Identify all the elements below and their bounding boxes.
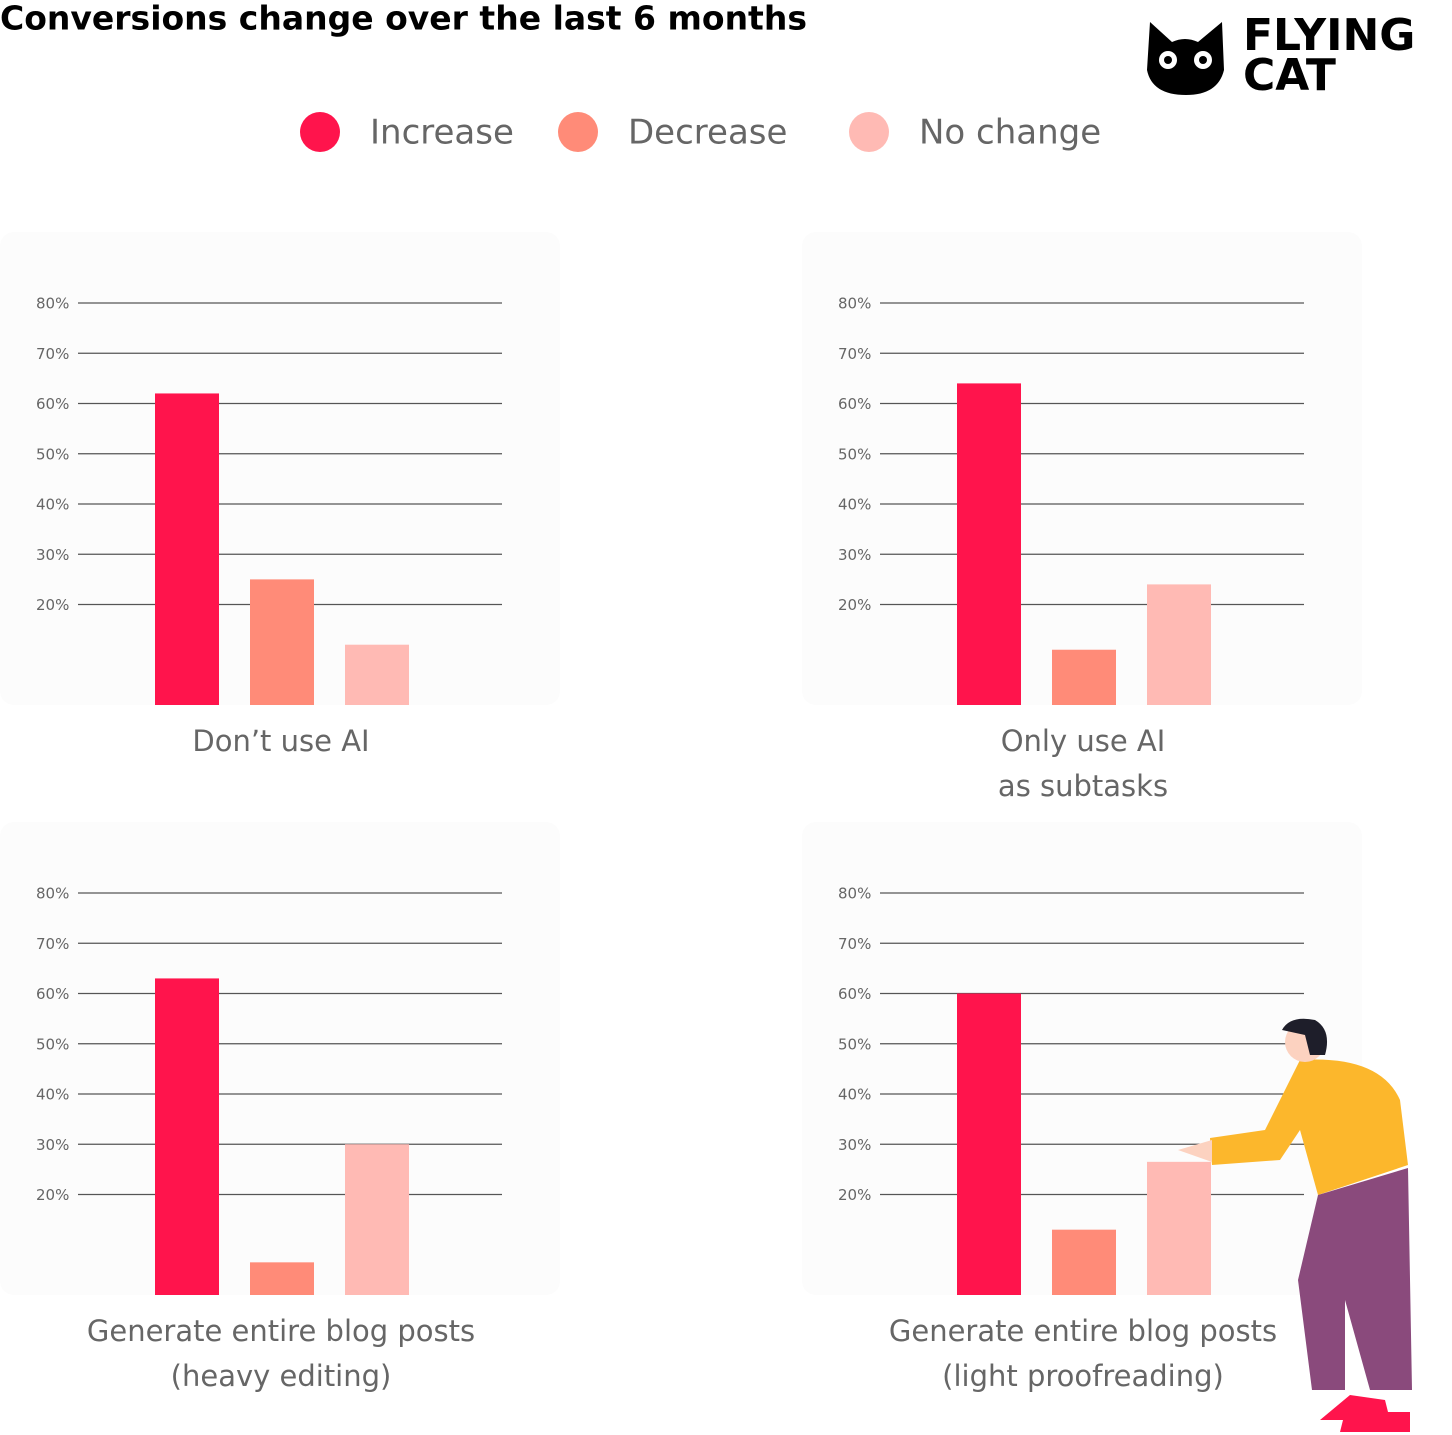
legend-swatch xyxy=(849,112,889,152)
logo-text: CAT xyxy=(1243,50,1336,101)
bar xyxy=(250,1262,314,1295)
legend-label: No change xyxy=(919,113,1101,153)
illustration xyxy=(1178,1018,1412,1432)
y-tick-label: 20% xyxy=(36,1186,69,1204)
y-tick-label: 20% xyxy=(838,1186,871,1204)
person-pants xyxy=(1298,1168,1412,1390)
y-tick-label: 30% xyxy=(36,1136,69,1154)
bar xyxy=(155,978,219,1295)
legend-label: Increase xyxy=(370,113,514,153)
logo: FLYING CAT xyxy=(1147,10,1415,101)
panel-title: Don’t use AI xyxy=(192,724,369,758)
y-tick-label: 80% xyxy=(36,885,69,903)
y-tick-label: 80% xyxy=(838,885,871,903)
legend-label: Decrease xyxy=(628,113,787,153)
legend-swatch xyxy=(558,112,598,152)
y-tick-label: 40% xyxy=(36,496,69,514)
logo-text: FLYING xyxy=(1243,10,1415,61)
y-tick-label: 60% xyxy=(36,985,69,1003)
person-hair xyxy=(1282,1018,1328,1055)
panel-background xyxy=(0,232,560,705)
y-tick-label: 50% xyxy=(838,445,871,463)
y-tick-label: 70% xyxy=(838,345,871,363)
y-tick-label: 80% xyxy=(838,295,871,313)
bar xyxy=(1147,584,1211,705)
panel-background xyxy=(802,232,1362,705)
y-tick-label: 20% xyxy=(838,596,871,614)
bar xyxy=(957,383,1021,705)
panel-background xyxy=(802,822,1362,1295)
panel-title: (heavy editing) xyxy=(171,1359,392,1393)
y-tick-label: 50% xyxy=(36,1035,69,1053)
bar xyxy=(1147,1161,1211,1295)
logo-cat xyxy=(1147,22,1224,95)
bar xyxy=(345,644,409,705)
y-tick-label: 30% xyxy=(838,1136,871,1154)
legend-swatch xyxy=(300,112,340,152)
y-tick-label: 40% xyxy=(838,496,871,514)
person-shirt xyxy=(1210,1059,1408,1195)
bar xyxy=(1052,1229,1116,1295)
bar xyxy=(155,393,219,705)
logo-pupil xyxy=(1199,56,1207,64)
y-tick-label: 70% xyxy=(36,935,69,953)
y-tick-label: 70% xyxy=(36,345,69,363)
panels: 20% 30% 40% 50% 60% 70% 80% Don’t use AI 20% 30% 4… xyxy=(0,232,1362,1393)
panel-title: Only use AI xyxy=(1001,724,1166,758)
y-tick-label: 30% xyxy=(36,546,69,564)
bar xyxy=(957,993,1021,1295)
y-tick-label: 60% xyxy=(838,395,871,413)
y-tick-label: 70% xyxy=(838,935,871,953)
panel-title: Generate entire blog posts xyxy=(87,1314,475,1348)
panel-title: (light proofreading) xyxy=(942,1359,1224,1393)
panel-title: as subtasks xyxy=(998,769,1168,803)
bar xyxy=(250,579,314,705)
bar xyxy=(345,1144,409,1295)
person-hand xyxy=(1178,1140,1212,1162)
bar xyxy=(1052,649,1116,705)
y-tick-label: 40% xyxy=(838,1086,871,1104)
chart-title: Conversions change over the last 6 month… xyxy=(0,0,807,38)
logo-pupil xyxy=(1164,56,1172,64)
panel-background xyxy=(0,822,560,1295)
y-tick-label: 20% xyxy=(36,596,69,614)
y-tick-label: 60% xyxy=(838,985,871,1003)
y-tick-label: 40% xyxy=(36,1086,69,1104)
person-shoes xyxy=(1320,1395,1410,1432)
y-tick-label: 30% xyxy=(838,546,871,564)
y-tick-label: 50% xyxy=(36,445,69,463)
y-tick-label: 80% xyxy=(36,295,69,313)
panel-title: Generate entire blog posts xyxy=(889,1314,1277,1348)
y-tick-label: 50% xyxy=(838,1035,871,1053)
y-tick-label: 60% xyxy=(36,395,69,413)
